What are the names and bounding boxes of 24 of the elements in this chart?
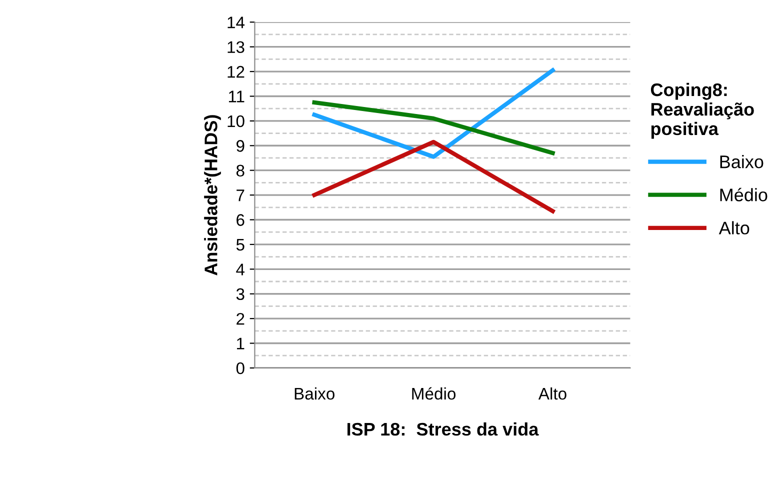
y-tick-label: 1 <box>237 338 244 350</box>
y-tick-label: 11 <box>228 90 244 102</box>
y-tick-label: 6 <box>236 214 244 226</box>
y-tick-label: 13 <box>228 41 244 54</box>
x-tick-label: Médio <box>412 387 456 400</box>
legend-label: Alto <box>718 221 750 234</box>
x-tick-label: Baixo <box>294 387 334 400</box>
y-tick-label: 10 <box>228 115 244 128</box>
legend-title: Coping8: Reavaliação positiva <box>650 82 754 139</box>
y-tick-label: 7 <box>236 190 244 202</box>
y-tick-label: 0 <box>236 362 244 374</box>
legend-label: Baixo <box>720 154 764 168</box>
y-tick-label: 12 <box>228 66 244 78</box>
x-axis-title: ISP 18: Stress da vida <box>348 422 539 436</box>
y-tick-label: 14 <box>228 16 245 28</box>
y-tick-label: 8 <box>236 164 244 177</box>
legend-label: Médio <box>720 188 768 202</box>
y-tick-label: 2 <box>236 312 244 325</box>
x-tick-label: Alto <box>538 387 566 400</box>
y-tick-label: 5 <box>236 239 244 251</box>
y-axis-title: Ansiedade*(HADS) <box>204 115 221 276</box>
y-tick-label: 4 <box>236 264 245 276</box>
y-tick-label: 3 <box>236 288 244 300</box>
y-tick-label: 9 <box>236 140 244 152</box>
